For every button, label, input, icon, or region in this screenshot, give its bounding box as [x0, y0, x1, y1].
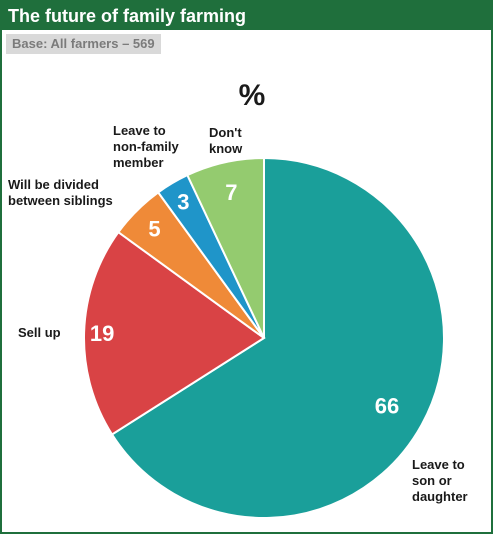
chart-base-note: Base: All farmers – 569	[6, 34, 161, 54]
pie-slice	[186, 156, 265, 339]
pie-slice	[83, 230, 266, 436]
pie-slices	[83, 156, 445, 519]
chart-title: The future of family farming	[2, 2, 491, 30]
pie-labels: Leave to son or daughter Sell up Will be div…	[8, 123, 468, 504]
slice-category-label: Leave to son or daughter	[412, 457, 468, 504]
unit-label: %	[239, 79, 266, 112]
slice-value-label: 5	[148, 217, 160, 242]
slice-category-label: Leave to non-family member	[113, 123, 179, 170]
slice-value-label: 66	[375, 394, 399, 419]
slice-category-label: Will be divided between siblings	[8, 177, 113, 208]
pie-values: 66 19 53 7	[90, 180, 399, 418]
slice-category-label: Sell up	[18, 325, 61, 340]
slice-category-label: Don't know	[209, 125, 243, 156]
slice-value-label: 3	[177, 190, 189, 215]
pie-slice	[110, 156, 445, 519]
slice-value-label: 7	[225, 180, 237, 205]
slice-value-label: 19	[90, 321, 114, 346]
